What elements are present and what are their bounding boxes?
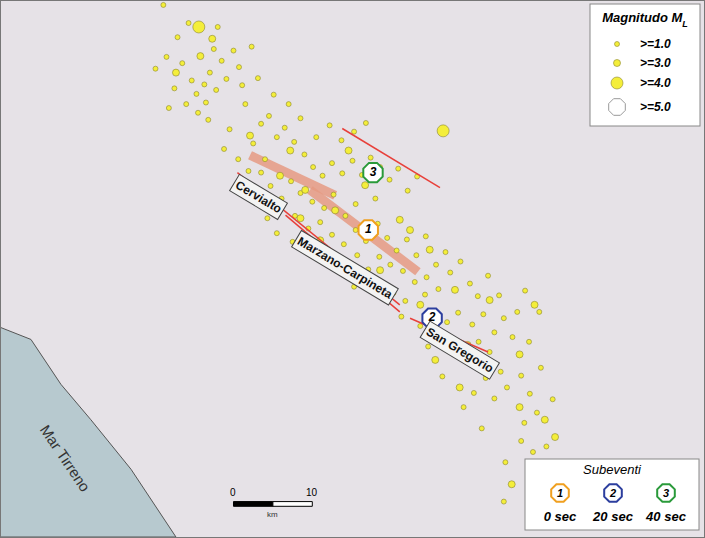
svg-text:Cervialto: Cervialto: [233, 178, 284, 216]
svg-text:Subeventi: Subeventi: [583, 462, 642, 477]
svg-text:Mar Tirreno: Mar Tirreno: [37, 422, 94, 495]
svg-text:2: 2: [609, 487, 616, 499]
svg-text:Magnitudo ML: Magnitudo ML: [602, 10, 688, 29]
svg-text:20 sec: 20 sec: [592, 509, 634, 524]
svg-text:3: 3: [370, 165, 377, 179]
svg-text:1: 1: [557, 487, 563, 499]
svg-text:0: 0: [230, 487, 236, 498]
svg-text:3: 3: [663, 487, 669, 499]
svg-text:>=3.0: >=3.0: [640, 56, 671, 70]
svg-text:40 sec: 40 sec: [645, 509, 687, 524]
svg-text:>=5.0: >=5.0: [640, 100, 671, 114]
svg-text:>=4.0: >=4.0: [640, 76, 671, 90]
svg-text:San Gregorio: San Gregorio: [424, 325, 496, 376]
svg-text:km: km: [267, 510, 278, 519]
svg-text:0 sec: 0 sec: [544, 509, 577, 524]
svg-text:Marzano-Carpineta: Marzano-Carpineta: [295, 234, 395, 302]
svg-text:1: 1: [365, 222, 372, 236]
svg-text:2: 2: [428, 310, 436, 324]
svg-text:10: 10: [306, 487, 318, 498]
svg-text:>=1.0: >=1.0: [640, 37, 671, 51]
